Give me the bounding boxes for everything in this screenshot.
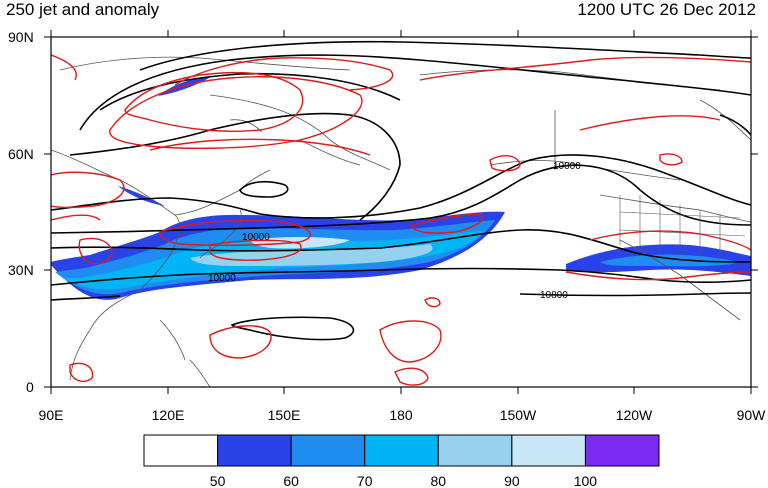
lat-label: 30N — [8, 262, 34, 278]
colorbar-label: 50 — [210, 473, 226, 488]
colorbar-label: 60 — [283, 473, 299, 488]
contour-label: 10000 — [242, 232, 270, 243]
contour-label: 10000 — [208, 273, 236, 284]
lon-label: 150E — [268, 407, 301, 423]
colorbar-swatch — [584, 434, 660, 467]
colorbar-swatch — [364, 434, 439, 467]
lat-axis — [44, 36, 758, 388]
contour-label-group: 10000 10000 10000 10800 — [208, 161, 581, 301]
lon-label: 150W — [500, 407, 537, 423]
contour-label: 10800 — [540, 290, 568, 301]
colorbar-label: 80 — [430, 473, 446, 488]
lon-label: 120E — [152, 407, 185, 423]
state-lines — [619, 195, 746, 258]
lat-label: 90N — [8, 29, 34, 45]
plot-title-left: 250 jet and anomaly — [6, 0, 160, 19]
colorbar-swatch — [217, 434, 292, 467]
lat-label: 0 — [26, 379, 34, 395]
lon-label: 180 — [389, 407, 413, 423]
colorbar-swatch — [511, 434, 586, 467]
colorbar-label: 90 — [504, 473, 520, 488]
anomaly-contours — [51, 54, 751, 386]
colorbar-label: 70 — [357, 473, 373, 488]
colorbar-label: 100 — [574, 473, 598, 488]
colorbar — [143, 434, 660, 467]
lon-label: 90W — [737, 407, 767, 423]
lon-label: 120W — [616, 407, 653, 423]
colorbar-swatch — [437, 434, 513, 467]
plot-title-right: 1200 UTC 26 Dec 2012 — [577, 0, 756, 19]
height-contours — [51, 40, 751, 341]
east-jet-band-inner — [600, 254, 740, 267]
colorbar-labels: 50 60 70 80 90 100 — [210, 473, 598, 488]
lon-label: 90E — [39, 407, 64, 423]
lat-label: 60N — [8, 146, 34, 162]
lon-axis — [50, 30, 752, 394]
colorbar-swatch — [290, 434, 366, 467]
contour-label: 10000 — [553, 161, 581, 172]
colorbar-swatch — [143, 434, 219, 467]
siberia-jet-streak — [118, 186, 165, 206]
jet-shading — [51, 76, 751, 300]
